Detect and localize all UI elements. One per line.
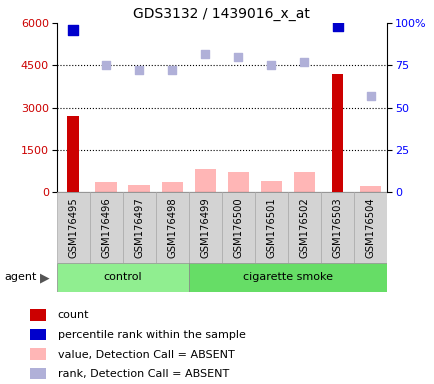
- Text: GSM176495: GSM176495: [68, 198, 78, 258]
- Bar: [221, 192, 254, 263]
- Text: cigarette smoke: cigarette smoke: [243, 272, 332, 283]
- Bar: [95, 182, 117, 192]
- Point: [69, 27, 76, 33]
- Bar: [188, 263, 386, 292]
- Point: [102, 62, 109, 68]
- Bar: [331, 74, 343, 192]
- Point: [333, 23, 340, 29]
- Text: rank, Detection Call = ABSENT: rank, Detection Call = ABSENT: [58, 369, 228, 379]
- Bar: [287, 192, 320, 263]
- Bar: [67, 116, 79, 192]
- Text: GSM176504: GSM176504: [365, 198, 375, 258]
- Bar: [89, 192, 122, 263]
- Text: GSM176503: GSM176503: [332, 198, 342, 258]
- Bar: [188, 192, 221, 263]
- Text: value, Detection Call = ABSENT: value, Detection Call = ABSENT: [58, 349, 234, 359]
- Bar: [56, 192, 89, 263]
- Bar: [30, 368, 46, 379]
- Bar: [161, 182, 183, 192]
- Bar: [359, 186, 381, 192]
- Point: [267, 62, 274, 68]
- Point: [234, 54, 241, 60]
- Point: [135, 66, 142, 73]
- Bar: [254, 192, 287, 263]
- Bar: [30, 309, 46, 321]
- Point: [366, 93, 373, 99]
- Bar: [293, 172, 315, 192]
- Bar: [194, 169, 216, 192]
- Bar: [227, 172, 249, 192]
- Title: GDS3132 / 1439016_x_at: GDS3132 / 1439016_x_at: [133, 7, 309, 21]
- Text: percentile rank within the sample: percentile rank within the sample: [58, 330, 245, 340]
- Text: GSM176501: GSM176501: [266, 198, 276, 258]
- Text: GSM176498: GSM176498: [167, 198, 177, 258]
- Bar: [122, 192, 155, 263]
- Text: GSM176499: GSM176499: [200, 198, 210, 258]
- Text: agent: agent: [4, 272, 36, 283]
- Text: GSM176502: GSM176502: [299, 198, 309, 258]
- Text: GSM176500: GSM176500: [233, 198, 243, 258]
- Bar: [320, 192, 353, 263]
- Bar: [56, 263, 188, 292]
- Point: [201, 51, 208, 57]
- Point: [168, 66, 175, 73]
- Bar: [128, 185, 150, 192]
- Text: GSM176497: GSM176497: [134, 198, 144, 258]
- Text: GSM176496: GSM176496: [101, 198, 111, 258]
- Text: ▶: ▶: [40, 271, 50, 284]
- Point: [300, 60, 307, 66]
- Bar: [30, 348, 46, 360]
- Bar: [353, 192, 386, 263]
- Bar: [260, 181, 282, 192]
- Text: count: count: [58, 310, 89, 320]
- Text: control: control: [103, 272, 141, 283]
- Bar: [155, 192, 188, 263]
- Bar: [30, 329, 46, 340]
